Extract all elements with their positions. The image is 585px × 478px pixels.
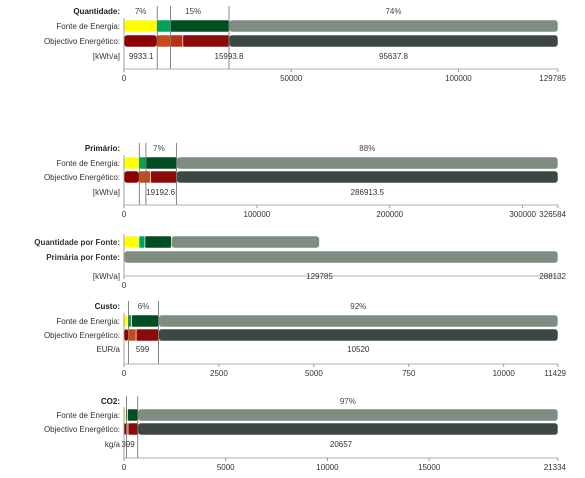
row-label: Fonte de Energia: xyxy=(56,411,120,420)
tick-label: 100000 xyxy=(445,74,472,83)
bar-segment xyxy=(123,314,129,328)
bar-segment xyxy=(144,235,172,249)
bar-segment xyxy=(123,156,140,170)
bar-segment xyxy=(123,328,129,342)
bar-segment xyxy=(150,170,177,184)
value-label: 95637.8 xyxy=(379,52,408,61)
tick-label: 0 xyxy=(122,281,127,290)
value-label: 9933.1 xyxy=(129,52,154,61)
tick-label: 0 xyxy=(122,463,127,472)
bar-segment xyxy=(138,235,146,249)
bar-segment xyxy=(156,19,171,33)
bar-segment xyxy=(170,34,184,48)
bar-segment xyxy=(127,408,139,422)
percent-label: 6% xyxy=(138,302,150,311)
row-label: Objectivo Energético: xyxy=(44,37,120,46)
value-label: 599 xyxy=(136,345,150,354)
unit-label: [kWh/a] xyxy=(93,272,120,281)
row-label: Fonte de Energia: xyxy=(56,159,120,168)
value-label: 15993.8 xyxy=(215,52,244,61)
axis-end-label: 11429 xyxy=(544,369,566,378)
tick-label: 0 xyxy=(122,210,127,219)
tick-label: 2500 xyxy=(210,369,228,378)
bar-segment xyxy=(158,328,559,342)
tick-label: 5000 xyxy=(217,463,235,472)
percent-label: 74% xyxy=(385,7,401,16)
chart-title: Primário: xyxy=(85,144,120,153)
row-label: Primária por Fonte: xyxy=(46,253,120,262)
tick-label: 50000 xyxy=(280,74,303,83)
axis-end-label: 326584 xyxy=(539,210,566,219)
bar-segment xyxy=(170,19,230,33)
tick-label: 200000 xyxy=(376,210,403,219)
axis-end-label: 129785 xyxy=(539,74,566,83)
bar-segment xyxy=(158,314,559,328)
value-label: 286913.5 xyxy=(351,188,385,197)
tick-label: 0 xyxy=(122,369,127,378)
bar-segment xyxy=(137,422,559,436)
tick-label: 10000 xyxy=(493,369,516,378)
bar-segment xyxy=(135,328,159,342)
unit-label: EUR/a xyxy=(96,345,120,354)
bar-segment xyxy=(127,422,139,436)
bar-segment xyxy=(137,408,559,422)
tick-label: 750 xyxy=(402,369,416,378)
chart-title: CO2: xyxy=(101,397,120,406)
tick-label: 15000 xyxy=(418,463,441,472)
bar-segment xyxy=(123,170,140,184)
tick-label: 5000 xyxy=(305,369,323,378)
row-label: Fonte de Energia: xyxy=(56,22,120,31)
bar-segment xyxy=(123,19,158,33)
bar-segment xyxy=(170,235,320,249)
unit-label: kg/a xyxy=(105,440,121,449)
bar-segment xyxy=(145,156,177,170)
percent-label: 97% xyxy=(340,397,356,406)
row-label: Objectivo Energético: xyxy=(44,173,120,182)
tick-label: 0 xyxy=(122,74,127,83)
value-label: 20657 xyxy=(330,440,353,449)
unit-label: [kWh/a] xyxy=(93,188,120,197)
unit-label: [kWh/a] xyxy=(93,52,120,61)
value-label: 399 xyxy=(121,440,135,449)
percent-label: 92% xyxy=(350,302,366,311)
bar-segment xyxy=(156,34,171,48)
bar-segment xyxy=(228,19,559,33)
axis-end-label: 288132 xyxy=(539,272,566,281)
bar-segment xyxy=(182,34,230,48)
bar-segment xyxy=(131,314,159,328)
row-label: Objectivo Energético: xyxy=(44,331,120,340)
percent-label: 7% xyxy=(153,144,165,153)
bar-segment xyxy=(228,34,559,48)
percent-label: 7% xyxy=(135,7,147,16)
bar-segment xyxy=(138,156,147,170)
tick-label: 10000 xyxy=(316,463,339,472)
bar-segment xyxy=(128,328,137,342)
bar-segment xyxy=(123,235,140,249)
tick-label: 100000 xyxy=(244,210,271,219)
chart-title: Quantidade: xyxy=(73,7,120,16)
bar-segment xyxy=(123,250,559,264)
percent-label: 15% xyxy=(185,7,201,16)
tick-label: 129785 xyxy=(306,272,333,281)
percent-label: 88% xyxy=(359,144,375,153)
chart-title: Custo: xyxy=(95,302,120,311)
value-label: 10520 xyxy=(347,345,370,354)
value-label: 19192.6 xyxy=(146,188,175,197)
row-label: Objectivo Energético: xyxy=(44,425,120,434)
tick-label: 300000 xyxy=(509,210,536,219)
row-label: Fonte de Energia: xyxy=(56,317,120,326)
bar-segment xyxy=(123,34,158,48)
bar-segment xyxy=(176,170,559,184)
bar-segment xyxy=(138,170,151,184)
row-label: Quantidade por Fonte: xyxy=(34,238,120,247)
bar-segment xyxy=(176,156,559,170)
axis-end-label: 21334 xyxy=(544,463,567,472)
